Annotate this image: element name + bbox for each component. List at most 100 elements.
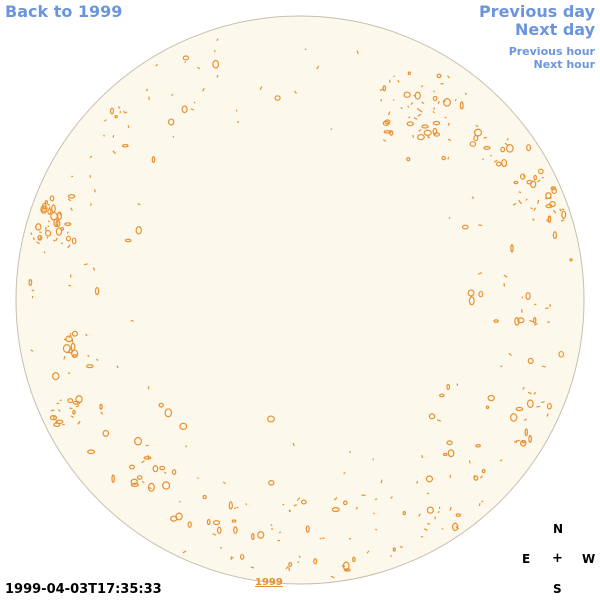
contour-mark	[103, 134, 105, 137]
contour-mark	[124, 238, 132, 243]
contour-mark	[397, 79, 400, 83]
previous-hour-link[interactable]: Previous hour	[508, 45, 595, 58]
contour-mark	[296, 497, 301, 502]
contour-mark	[410, 101, 414, 106]
contour-mark	[136, 475, 143, 480]
contour-mark	[421, 124, 429, 129]
contour-mark	[63, 338, 67, 341]
contour-mark	[382, 85, 387, 92]
contour-mark	[87, 354, 90, 358]
back-to-year-link[interactable]: Back to 1999	[5, 2, 123, 21]
contour-mark	[421, 101, 425, 105]
contour-mark	[553, 209, 557, 214]
contour-mark	[432, 95, 438, 102]
contour-mark	[459, 101, 464, 110]
contour-mark	[187, 521, 192, 528]
contour-mark	[481, 468, 486, 474]
contour-mark	[402, 511, 406, 516]
contour-mark	[361, 494, 366, 497]
contour-mark	[437, 100, 440, 105]
contour-mark	[49, 195, 55, 202]
contour-mark	[257, 531, 265, 539]
previous-day-link[interactable]: Previous day	[478, 2, 595, 21]
contour-mark	[71, 330, 79, 337]
contour-mark	[418, 129, 422, 133]
contour-mark	[437, 419, 442, 422]
contour-mark	[382, 120, 390, 126]
contour-mark	[461, 224, 469, 230]
contour-mark	[475, 124, 479, 128]
contour-mark	[442, 452, 448, 457]
contour-mark	[447, 75, 450, 79]
contour-mark	[216, 38, 219, 42]
contour-mark	[403, 91, 411, 98]
contour-mark	[530, 207, 534, 210]
contour-mark	[130, 478, 138, 485]
contour-mark	[43, 251, 46, 254]
contour-mark	[78, 420, 81, 424]
contour-mark	[447, 156, 450, 160]
contour-mark	[546, 402, 552, 410]
contour-mark	[443, 98, 451, 107]
contour-mark	[305, 525, 310, 533]
contour-mark	[533, 207, 537, 212]
contour-mark	[533, 317, 537, 324]
contour-mark	[63, 355, 66, 360]
contour-mark	[407, 71, 411, 76]
contour-mark	[109, 107, 115, 115]
contour-mark	[51, 204, 56, 213]
contour-mark	[182, 550, 187, 554]
contour-mark	[541, 176, 544, 179]
contour-mark	[171, 469, 177, 476]
contour-mark	[510, 413, 518, 422]
contour-mark	[485, 405, 490, 410]
contour-mark	[451, 522, 459, 532]
contour-mark	[420, 455, 424, 459]
next-day-link[interactable]: Next day	[515, 20, 595, 39]
contour-mark	[464, 92, 467, 96]
contour-mark	[524, 428, 528, 437]
contour-mark	[406, 156, 411, 162]
contour-mark	[167, 118, 175, 126]
contour-mark	[30, 349, 34, 352]
contour-mark	[549, 196, 552, 200]
contour-mark	[532, 218, 535, 221]
contour-mark	[100, 411, 104, 415]
contour-mark	[36, 241, 40, 245]
contour-mark	[75, 405, 80, 408]
contour-mark	[399, 545, 403, 549]
contour-mark	[392, 547, 396, 552]
contour-mark	[47, 225, 50, 228]
contour-mark	[551, 187, 557, 195]
contour-mark	[425, 475, 434, 483]
contour-mark	[467, 289, 475, 297]
contour-mark	[473, 475, 479, 481]
contour-mark	[58, 409, 61, 412]
contour-mark	[343, 471, 346, 475]
contour-mark	[141, 480, 145, 484]
contour-mark	[419, 109, 423, 113]
contour-mark	[268, 479, 275, 486]
contour-mark	[206, 518, 211, 526]
contour-mark	[250, 566, 255, 569]
contour-mark	[141, 460, 145, 464]
contour-mark	[416, 480, 419, 484]
contour-mark	[288, 561, 293, 567]
contour-mark	[145, 444, 149, 447]
contour-mark	[519, 439, 527, 447]
contour-mark	[212, 533, 217, 536]
contour-mark	[406, 121, 414, 127]
contour-mark	[549, 201, 556, 208]
contour-mark	[526, 144, 532, 152]
contour-mark	[270, 524, 273, 527]
contour-mark	[455, 513, 462, 517]
year-link[interactable]: 1999	[255, 577, 283, 588]
contour-mark	[259, 86, 263, 91]
contour-mark	[413, 117, 418, 120]
contour-mark	[527, 357, 534, 365]
contour-mark	[446, 440, 453, 446]
contour-mark	[510, 244, 514, 253]
contour-mark	[541, 401, 545, 403]
contour-mark	[65, 335, 73, 343]
next-hour-link[interactable]: Next hour	[533, 58, 596, 71]
